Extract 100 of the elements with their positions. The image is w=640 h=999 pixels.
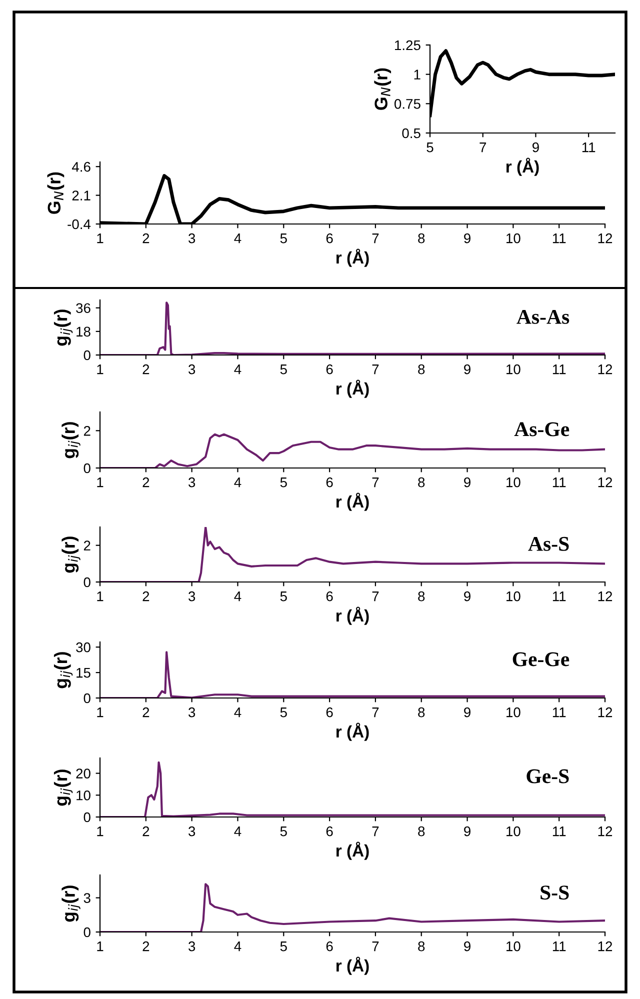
x-tick-label: 1 [97,478,104,488]
x-tick-label: 3 [188,707,196,718]
x-tick-label: 11 [582,142,596,152]
x-tick-label: 7 [372,708,379,718]
x-tick-label: 3 [188,591,196,602]
y-tick-label: 2.1 [72,190,90,200]
x-tick-label: 11 [552,478,566,488]
x-tick-label: 4 [234,234,242,244]
x-tick-label: 4 [234,942,242,952]
x-tick-label: 2 [142,477,150,488]
x-tick-label: 11 [552,592,566,602]
x-tick-label: 9 [464,477,470,488]
x-tick-label: 7 [372,942,379,952]
x-tick-label: 10 [506,707,520,718]
x-tick-label: 9 [464,364,470,374]
x-tick-label: 12 [598,591,612,602]
x-tick-label: 12 [598,707,612,718]
x-tick-label: 5 [426,142,434,152]
y-tick-label: 0 [84,577,90,588]
y-tick-label: 1.25 [395,40,420,50]
x-tick-label: 1 [97,592,104,602]
x-axis-title: r (Å) [506,158,539,176]
y-tick-label: 0 [84,693,90,704]
x-tick-label: 4 [234,826,242,836]
annotation: As-S [528,536,569,551]
x-tick-label: 6 [326,477,333,488]
x-tick-label: 3 [188,364,196,374]
x-tick-label: 10 [506,233,520,244]
x-tick-label: 3 [188,826,196,836]
y-tick-label: 36 [76,303,90,314]
x-tick-label: 7 [372,234,379,244]
y-tick-label: 0 [84,812,90,822]
x-axis-title: r (Å) [336,722,369,741]
x-tick-label: 12 [598,477,612,488]
y-axis-title: g$_{ij}$(r) [54,310,73,346]
x-tick-label: 11 [552,708,566,718]
x-tick-label: 9 [464,707,470,718]
annotation: Ge-S [526,769,569,784]
y-tick-label: 0.5 [402,128,420,138]
x-tick-label: 10 [506,941,520,952]
x-tick-label: 2 [142,941,150,952]
annotation: S-S [540,886,569,900]
x-tick-label: 7 [372,364,379,374]
y-tick-label: 3 [84,893,90,903]
x-tick-label: 11 [552,234,566,244]
x-tick-label: 4 [234,364,242,374]
x-tick-label: 4 [234,592,242,602]
annotation: As-Ge [514,422,570,436]
x-tick-label: 9 [464,233,470,244]
x-tick-label: 5 [280,592,287,602]
x-tick-label: 8 [418,591,425,602]
annotation: As-As [516,310,570,324]
x-tick-label: 3 [188,941,196,952]
y-axis-title: g$_{ij}$(r) [54,652,73,688]
x-tick-label: 3 [188,477,196,488]
x-tick-label: 2 [142,364,150,374]
x-tick-label: 8 [418,941,425,952]
x-tick-label: 9 [532,142,539,152]
x-tick-label: 5 [280,478,287,488]
y-axis-title: g$_{ij}$(r) [62,886,80,922]
x-tick-label: 7 [372,592,379,602]
x-tick-label: 12 [598,826,612,836]
y-tick-label: 2 [84,540,90,550]
y-axis-title: G$_{N}$(r) [374,68,392,110]
x-tick-label: 2 [142,233,150,244]
x-tick-label: 11 [552,364,566,374]
x-tick-label: 4 [234,478,242,488]
x-tick-label: 1 [97,708,104,718]
y-tick-label: 4.6 [72,162,90,172]
y-tick-label: 20 [76,768,90,778]
y-tick-label: 15 [76,668,90,678]
y-tick-label: 0 [84,927,90,938]
y-tick-label: 30 [76,642,90,652]
x-tick-label: 8 [418,364,425,374]
y-tick-label: -0.4 [68,219,91,230]
y-axis-title: g$_{ij}$(r) [62,536,80,573]
x-tick-label: 10 [506,591,520,602]
x-axis-title: r (Å) [336,606,369,625]
y-tick-label: 2 [84,426,90,436]
x-axis-title: r (Å) [336,248,369,267]
x-tick-label: 7 [372,478,379,488]
y-tick-label: 1 [414,70,420,80]
annotation: Ge-Ge [512,652,570,666]
x-tick-label: 5 [280,826,287,836]
x-tick-label: 1 [97,364,104,374]
x-tick-label: 8 [418,233,425,244]
y-axis-title: G$_{N}$(r) [47,172,64,214]
x-tick-label: 3 [188,233,196,244]
x-tick-label: 9 [464,941,470,952]
x-tick-label: 5 [280,234,287,244]
x-tick-label: 12 [598,233,612,244]
y-axis-title: g$_{ij}$(r) [62,422,80,458]
x-tick-label: 12 [598,941,612,952]
y-tick-label: 18 [76,326,90,337]
x-tick-label: 9 [464,591,470,602]
x-tick-label: 1 [97,234,104,244]
y-tick-label: 0 [84,350,90,360]
x-tick-label: 10 [506,477,520,488]
x-tick-label: 6 [326,826,333,836]
x-tick-label: 10 [506,364,520,374]
